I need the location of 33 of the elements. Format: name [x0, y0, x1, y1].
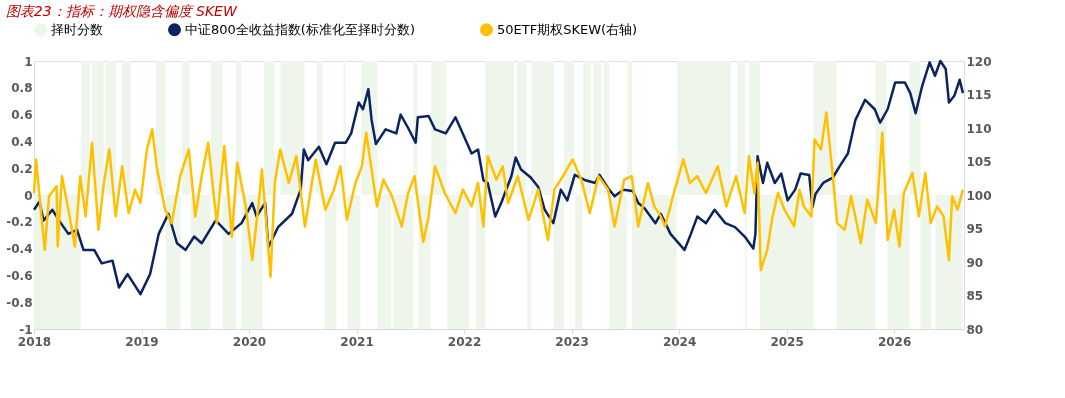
y-tick-label: 0.4	[11, 134, 33, 149]
x-tick-label: 2019	[125, 334, 159, 349]
chart-title: 图表23：指标：期权隐含偏度 SKEW	[5, 3, 238, 19]
y2-tick-label: 80	[966, 322, 984, 337]
legend-label: 中证800全收益指数(标准化至择时分数)	[185, 21, 415, 37]
y-tick-label: 0	[24, 188, 33, 203]
y-tick-label: 1	[24, 54, 33, 69]
y2-tick-label: 85	[966, 289, 984, 303]
y-tick-label: -1	[19, 322, 33, 337]
y-tick-label: -0.6	[6, 268, 33, 283]
y2-tick-label: 120	[966, 54, 992, 69]
legend-label: 50ETF期权SKEW(右轴)	[497, 21, 638, 37]
x-tick-label: 2024	[662, 334, 697, 349]
y-tick-label: -0.2	[6, 215, 33, 230]
y2-tick-label: 90	[966, 255, 984, 270]
x-tick-label: 2023	[555, 334, 589, 349]
y-tick-label: -0.8	[6, 295, 33, 310]
x-tick-label: 2021	[340, 334, 374, 349]
y2-tick-label: 95	[966, 222, 984, 236]
y2-tick-label: 115	[966, 88, 992, 102]
x-tick-label: 2025	[770, 334, 804, 349]
legend-label: 择时分数	[51, 21, 103, 37]
y-tick-label: 0.6	[11, 108, 33, 123]
y2-tick-label: 110	[966, 121, 992, 136]
x-tick-label: 2020	[232, 334, 267, 349]
y2-tick-label: 100	[966, 188, 992, 203]
x-tick-label: 2022	[447, 334, 482, 349]
y-tick-label: -0.4	[6, 242, 33, 257]
y-tick-label: 0.2	[11, 161, 33, 176]
x-tick-label: 2018	[17, 334, 52, 349]
y-tick-label: 0.8	[11, 81, 33, 96]
y2-tick-label: 105	[966, 155, 992, 169]
x-tick-label: 2026	[877, 334, 912, 349]
